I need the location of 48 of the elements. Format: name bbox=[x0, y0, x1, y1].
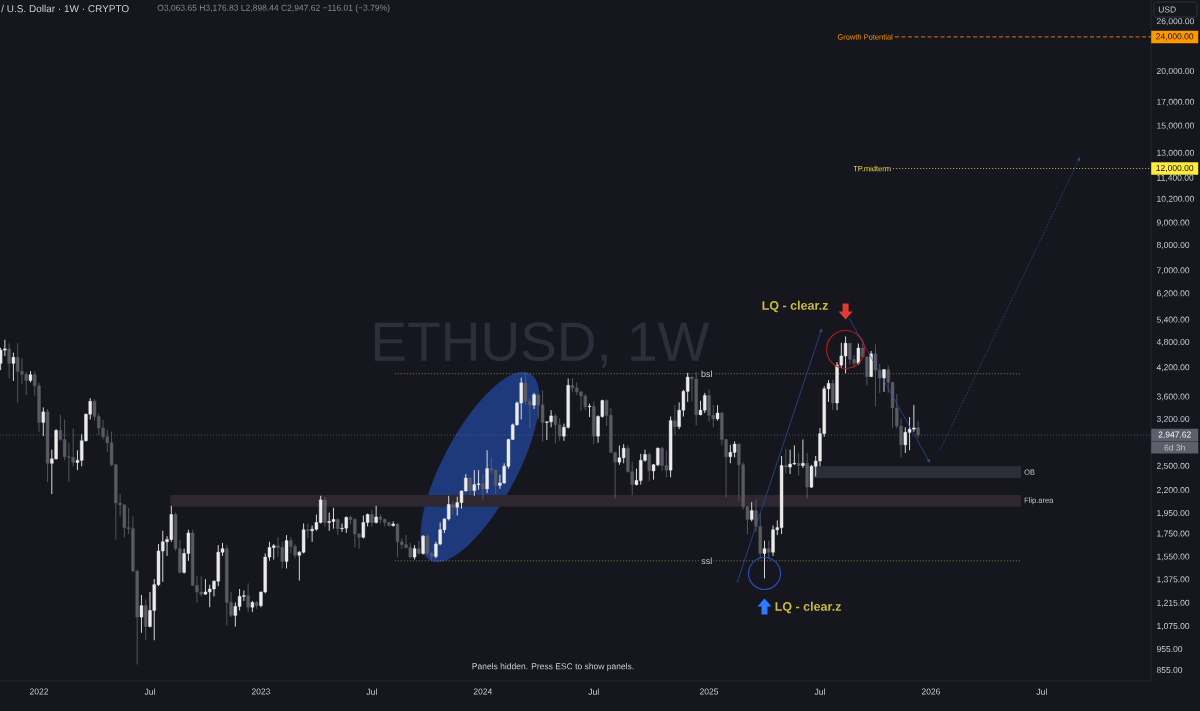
x-tick-label: 2024 bbox=[473, 688, 493, 695]
x-tick-label: Jul bbox=[814, 688, 825, 695]
y-tick-label: 7,000.00 bbox=[1156, 267, 1190, 275]
y-tick-label: 1,550.00 bbox=[1157, 553, 1190, 561]
chart-subtitle: / U.S. Dollar · 1W · CRYPTO bbox=[1, 4, 129, 13]
y-tick-label: 24,000.00 bbox=[1156, 33, 1194, 41]
annotation: Panels hidden. Press ESC to show panels. bbox=[472, 663, 634, 671]
y-tick-label: 9,000.00 bbox=[1156, 219, 1190, 227]
y-tick-label: 2,947.62 bbox=[1158, 431, 1191, 439]
y-tick-label: 12,000.00 bbox=[1156, 164, 1194, 172]
text: 6d 3h bbox=[1164, 444, 1185, 451]
y-tick-label: 2,500.00 bbox=[1156, 462, 1190, 470]
y-tick-label: 5,400.00 bbox=[1156, 316, 1190, 324]
y-tick-label: 10,200.00 bbox=[1157, 195, 1194, 203]
y-tick-label: 20,000.00 bbox=[1156, 67, 1194, 76]
y-tick-label: 1,950.00 bbox=[1157, 509, 1190, 517]
x-tick-label: Jul bbox=[588, 688, 599, 695]
ref-line-label: bsl bbox=[701, 370, 712, 378]
x-tick-label: Jul bbox=[366, 688, 377, 695]
y-tick-label: 955.00 bbox=[1156, 646, 1183, 653]
y-tick-label: 3,600.00 bbox=[1156, 393, 1190, 401]
y-tick-label: 13,000.00 bbox=[1157, 149, 1194, 157]
x-tick-label: 2023 bbox=[251, 688, 271, 695]
y-tick-label: 1,075.00 bbox=[1157, 623, 1190, 631]
y-tick-label: 6,200.00 bbox=[1156, 290, 1190, 298]
y-tick-label: 26,000.00 bbox=[1156, 18, 1194, 26]
annotation: O3,063.65 H3,176.83 L2,898.44 C2,947.62 −116.01 (−3.79%) bbox=[157, 4, 390, 13]
y-tick-label: 3,200.00 bbox=[1156, 415, 1190, 423]
x-tick-label: 2025 bbox=[699, 688, 719, 695]
x-tick-label: 2022 bbox=[29, 688, 49, 695]
y-tick-label: 1,750.00 bbox=[1157, 530, 1190, 538]
y-tick-label: 855.00 bbox=[1156, 667, 1183, 674]
ref-line-label: ssl bbox=[701, 557, 712, 565]
y-tick-label: 4,200.00 bbox=[1156, 364, 1190, 372]
x-tick-label: Jul bbox=[144, 688, 155, 695]
y-tick-label: 4,800.00 bbox=[1156, 338, 1190, 346]
y-tick-label: 1,215.00 bbox=[1157, 599, 1190, 607]
y-tick-label: 8,000.00 bbox=[1156, 241, 1190, 249]
y-tick-label: 11,400.00 bbox=[1157, 174, 1194, 182]
x-tick-label: 2026 bbox=[921, 688, 941, 695]
y-axis-title: USD bbox=[1158, 6, 1176, 13]
x-tick-label: Jul bbox=[1036, 688, 1047, 695]
annotation: LQ - clear.z bbox=[775, 601, 841, 614]
y-tick-label: 17,000.00 bbox=[1157, 98, 1194, 106]
y-tick-label: 2,200.00 bbox=[1156, 487, 1190, 495]
annotation: LQ - clear.z bbox=[762, 300, 828, 313]
y-tick-label: 1,375.00 bbox=[1157, 576, 1190, 584]
y-tick-label: 15,000.00 bbox=[1157, 122, 1194, 130]
